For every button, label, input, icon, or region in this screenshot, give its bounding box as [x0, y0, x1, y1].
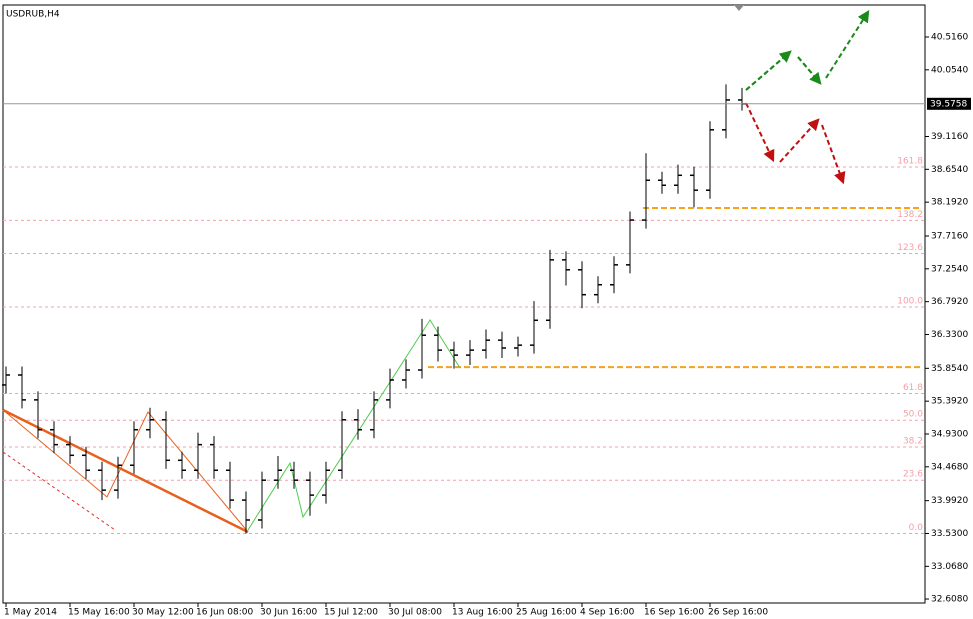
current-price-label: 39.5758 [930, 99, 967, 109]
y-tick-label: 40.0540 [931, 65, 968, 75]
fibonacci-levels: 0.0 23.6 38.2 50.0 61.8 100.0 123.6 138.2 161.8 [3, 156, 925, 534]
fib-label: 38.2 [903, 436, 923, 446]
fib-label: 123.6 [897, 243, 923, 253]
arrow [745, 102, 775, 163]
x-tick-label: 15 May 16:00 [68, 608, 130, 618]
fib-label: 161.8 [897, 156, 923, 166]
fib-label: 50.0 [903, 410, 923, 420]
arrow [821, 124, 846, 185]
price-bars [2, 84, 746, 534]
y-tick-label: 36.3300 [931, 330, 968, 340]
y-tick-label: 39.1160 [931, 132, 968, 142]
fib-label: 100.0 [897, 296, 923, 306]
trendline [2, 408, 249, 534]
fib-label: 138.2 [897, 210, 923, 220]
x-tick-label: 4 Sep 16:00 [580, 608, 635, 618]
x-tick-label: 15 Jul 12:00 [324, 608, 378, 618]
zigzag-green [247, 319, 461, 531]
y-tick-label: 33.5300 [931, 529, 968, 539]
y-tick-label: 37.2540 [931, 264, 968, 274]
x-tick-label: 30 May 12:00 [132, 608, 194, 618]
fib-label: 61.8 [903, 383, 923, 393]
y-tick-label: 34.4680 [931, 462, 968, 472]
current-price-box [927, 97, 971, 110]
arrow [745, 50, 792, 91]
y-tick-label: 34.9300 [931, 429, 968, 439]
y-tick-label: 36.7920 [931, 297, 968, 307]
y-tick-label: 40.5160 [931, 32, 968, 42]
y-tick-label: 38.1920 [931, 198, 968, 208]
fib-label: 23.6 [903, 470, 923, 480]
fib-label: 0.0 [909, 523, 924, 533]
y-tick-label: 38.6540 [931, 165, 968, 175]
dashed-trendline [2, 451, 116, 531]
axes: 32.6080 33.0680 33.5300 33.9920 34.4680 34.93… [3, 32, 971, 618]
x-tick-label: 1 May 2014 [4, 608, 57, 618]
x-tick-label: 16 Jun 08:00 [196, 608, 253, 618]
x-tick-label: 13 Aug 16:00 [452, 608, 513, 618]
support-levels [428, 206, 920, 369]
arrow [779, 118, 820, 163]
y-tick-label: 33.9920 [931, 496, 968, 506]
x-tick-label: 26 Sep 16:00 [708, 608, 768, 618]
shift-marker [734, 5, 744, 11]
x-tick-label: 16 Sep 16:00 [644, 608, 704, 618]
chart-title: USDRUB,H4 [6, 10, 60, 20]
y-tick-label: 35.3920 [931, 397, 968, 407]
x-tick-label: 30 Jun 16:00 [260, 608, 317, 618]
x-tick-label: 30 Jul 08:00 [388, 608, 442, 618]
y-tick-label: 32.6080 [931, 595, 968, 605]
y-tick-label: 35.8540 [931, 364, 968, 374]
y-tick-label: 33.0680 [931, 562, 968, 572]
y-tick-label: 37.7160 [931, 231, 968, 241]
x-tick-label: 25 Aug 16:00 [516, 608, 577, 618]
plot-frame [2, 4, 926, 604]
arrow [797, 56, 822, 85]
